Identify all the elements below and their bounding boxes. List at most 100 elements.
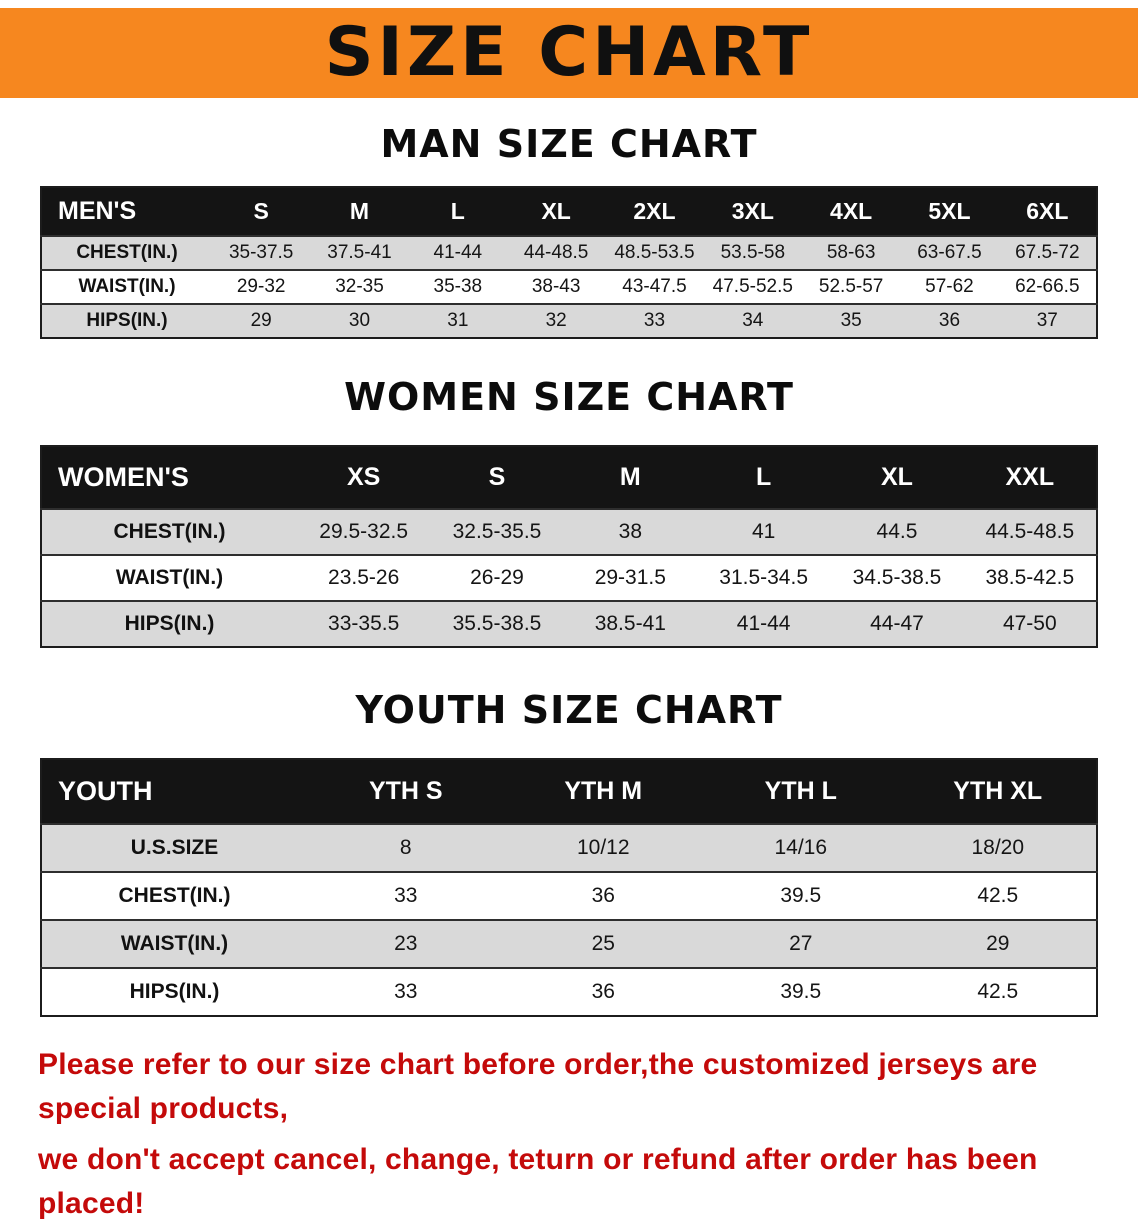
value-cell: 41-44 bbox=[736, 612, 791, 635]
value-cell: 43-47.5 bbox=[622, 276, 687, 297]
size-column-header: M bbox=[310, 187, 409, 236]
size-column-header: 4XL bbox=[801, 187, 901, 236]
row-label-cell: CHEST(IN.) bbox=[113, 520, 226, 543]
value-cell: 34.5-38.5 bbox=[852, 566, 942, 589]
row-label-cell: CHEST(IN.) bbox=[118, 884, 231, 907]
table-corner-cell: MEN'S bbox=[41, 187, 212, 236]
women-size-section: WOMEN SIZE CHART WOMEN'S XS S M L XL XXL CHEST(… bbox=[0, 375, 1138, 648]
size-column-header: XL bbox=[830, 446, 964, 509]
size-column-header: 5XL bbox=[900, 187, 999, 236]
table-header-row: MEN'S S M L XL 2XL 3XL 4XL 5XL 6XL bbox=[41, 187, 1097, 236]
value-cell: 52.5-57 bbox=[818, 276, 884, 297]
women-section-heading: WOMEN SIZE CHART bbox=[344, 375, 794, 419]
men-size-section: MAN SIZE CHART MEN'S S M L XL 2XL 3XL 4XL 5XL 6XL… bbox=[0, 122, 1138, 339]
size-column-header: XS bbox=[297, 446, 431, 509]
notice-line-1: Please refer to our size chart before or… bbox=[38, 1048, 1038, 1125]
value-cell: 53.5-58 bbox=[720, 242, 786, 263]
value-cell: 36 bbox=[938, 310, 961, 331]
size-column-header: L bbox=[408, 187, 507, 236]
size-chart-banner: SIZE CHART bbox=[0, 8, 1138, 98]
value-cell: 35 bbox=[840, 310, 862, 331]
value-cell: 33 bbox=[394, 980, 418, 1003]
size-column-header: S bbox=[212, 187, 311, 236]
size-column-header: S bbox=[430, 446, 564, 509]
value-cell: 29 bbox=[250, 310, 272, 331]
value-cell: 47-50 bbox=[1002, 612, 1057, 635]
value-cell: 44.5 bbox=[876, 520, 918, 543]
size-column-header: 2XL bbox=[605, 187, 704, 236]
size-column-header: YTH S bbox=[307, 759, 505, 824]
value-cell: 23.5-26 bbox=[328, 566, 400, 589]
value-cell: 30 bbox=[348, 310, 371, 331]
value-cell: 47.5-52.5 bbox=[712, 276, 793, 297]
value-cell: 31.5-34.5 bbox=[719, 566, 809, 589]
table-row: U.S.SIZE 8 10/12 14/16 18/20 bbox=[41, 824, 1097, 872]
value-cell: 18/20 bbox=[971, 836, 1025, 859]
value-cell: 37.5-41 bbox=[327, 242, 392, 263]
value-cell: 25 bbox=[591, 932, 615, 955]
value-cell: 38-43 bbox=[531, 276, 581, 297]
youth-section-heading: YOUTH SIZE CHART bbox=[355, 688, 783, 732]
size-column-header: M bbox=[563, 446, 697, 509]
value-cell: 41 bbox=[751, 520, 776, 543]
table-row: HIPS(IN.) 33 36 39.5 42.5 bbox=[41, 968, 1097, 1016]
value-cell: 62-66.5 bbox=[1015, 276, 1080, 297]
value-cell: 33-35.5 bbox=[328, 612, 400, 635]
men-size-table: MEN'S S M L XL 2XL 3XL 4XL 5XL 6XL CHEST(IN.) 35-37… bbox=[40, 186, 1098, 339]
value-cell: 34 bbox=[742, 310, 764, 331]
value-cell: 26-29 bbox=[470, 566, 524, 589]
banner-title: SIZE CHART bbox=[324, 13, 814, 92]
table-row: CHEST(IN.) 35-37.5 37.5-41 41-44 44-48.5 48.5… bbox=[41, 236, 1097, 270]
value-cell: 36 bbox=[591, 884, 615, 907]
row-label-cell: WAIST(IN.) bbox=[120, 932, 229, 955]
order-notice: Please refer to our size chart before or… bbox=[38, 1043, 1100, 1225]
size-column-header: 3XL bbox=[703, 187, 802, 236]
youth-size-table: YOUTH YTH S YTH M YTH L YTH XL U.S.SIZE 8 10/12… bbox=[40, 758, 1098, 1017]
value-cell: 42.5 bbox=[977, 980, 1019, 1003]
value-cell: 35-37.5 bbox=[228, 242, 294, 263]
value-cell: 35.5-38.5 bbox=[452, 612, 542, 635]
value-cell: 8 bbox=[399, 836, 412, 859]
value-cell: 27 bbox=[789, 932, 813, 955]
value-cell: 36 bbox=[591, 980, 615, 1003]
value-cell: 33 bbox=[394, 884, 418, 907]
youth-size-section: YOUTH SIZE CHART YOUTH YTH S YTH M YTH L YTH… bbox=[0, 688, 1138, 1017]
row-label-cell: WAIST(IN.) bbox=[78, 276, 176, 297]
value-cell: 29-32 bbox=[236, 276, 286, 297]
table-header-row: YOUTH YTH S YTH M YTH L YTH XL bbox=[41, 759, 1097, 824]
value-cell: 44.5-48.5 bbox=[985, 520, 1075, 543]
value-cell: 42.5 bbox=[977, 884, 1019, 907]
table-row: HIPS(IN.) 33-35.5 35.5-38.5 38.5-41 41-44 44-… bbox=[41, 601, 1097, 647]
value-cell: 29.5-32.5 bbox=[319, 520, 409, 543]
women-size-table: WOMEN'S XS S M L XL XXL CHEST(IN.) 29.5-32.5 32.5… bbox=[40, 445, 1098, 648]
value-cell: 41-44 bbox=[433, 242, 483, 263]
value-cell: 57-62 bbox=[925, 276, 974, 297]
value-cell: 38.5-41 bbox=[594, 612, 666, 635]
value-cell: 63-67.5 bbox=[917, 242, 982, 263]
row-label-cell: HIPS(IN.) bbox=[86, 310, 168, 331]
value-cell: 32.5-35.5 bbox=[452, 520, 542, 543]
row-label-cell: CHEST(IN.) bbox=[76, 242, 178, 263]
value-cell: 37 bbox=[1036, 310, 1058, 331]
value-cell: 44-47 bbox=[870, 612, 924, 635]
value-cell: 58-63 bbox=[826, 242, 876, 263]
value-cell: 23 bbox=[394, 932, 418, 955]
table-row: WAIST(IN.) 29-32 32-35 35-38 38-43 43-47.5 47.… bbox=[41, 270, 1097, 304]
value-cell: 38.5-42.5 bbox=[985, 566, 1075, 589]
value-cell: 35-38 bbox=[433, 276, 483, 297]
size-column-header: YTH L bbox=[702, 759, 900, 824]
value-cell: 39.5 bbox=[780, 884, 822, 907]
size-column-header: 6XL bbox=[998, 187, 1097, 236]
value-cell: 14/16 bbox=[774, 836, 828, 859]
row-label-cell: U.S.SIZE bbox=[130, 836, 219, 859]
row-label-cell: HIPS(IN.) bbox=[129, 980, 220, 1003]
size-column-header: YTH XL bbox=[899, 759, 1097, 824]
value-cell: 33 bbox=[643, 310, 666, 331]
table-corner-cell: YOUTH bbox=[41, 759, 307, 824]
size-column-header: XL bbox=[506, 187, 606, 236]
value-cell: 48.5-53.5 bbox=[614, 242, 695, 263]
table-row: WAIST(IN.) 23.5-26 26-29 29-31.5 31.5-34.5 34… bbox=[41, 555, 1097, 601]
men-section-heading: MAN SIZE CHART bbox=[380, 122, 758, 166]
size-column-header: XXL bbox=[963, 446, 1097, 509]
row-label-cell: WAIST(IN.) bbox=[115, 566, 224, 589]
